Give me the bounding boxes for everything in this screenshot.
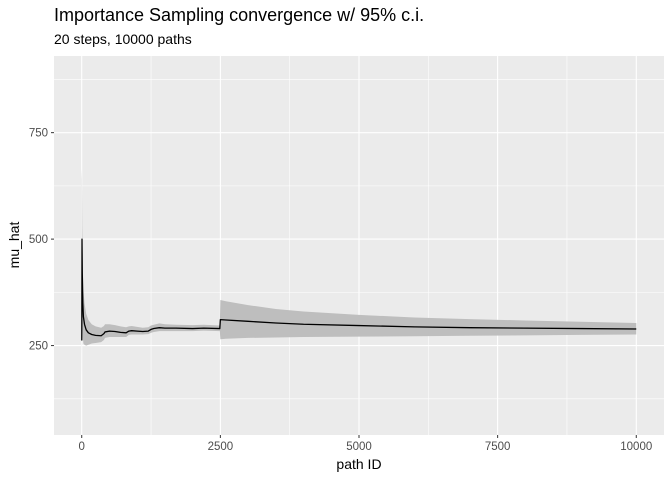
x-axis: 0 2500 5000 7500 10000 xyxy=(79,435,652,453)
x-tick-label: 10000 xyxy=(620,441,652,453)
x-axis-title: path ID xyxy=(336,456,381,472)
major-grid xyxy=(54,56,664,435)
y-axis-title: mu_hat xyxy=(6,222,22,269)
y-tick-label: 250 xyxy=(29,341,48,353)
y-tick-label: 750 xyxy=(29,128,48,140)
chart-title: Importance Sampling convergence w/ 95% c… xyxy=(54,5,424,25)
x-tick-label: 0 xyxy=(79,441,85,453)
y-axis: 250 500 750 xyxy=(29,128,54,353)
x-tick-label: 5000 xyxy=(346,441,372,453)
x-tick-label: 7500 xyxy=(485,441,511,453)
x-tick-label: 2500 xyxy=(208,441,234,453)
chart-subtitle: 20 steps, 10000 paths xyxy=(54,31,192,47)
y-tick-label: 500 xyxy=(29,234,48,246)
estimate-line xyxy=(81,238,637,341)
